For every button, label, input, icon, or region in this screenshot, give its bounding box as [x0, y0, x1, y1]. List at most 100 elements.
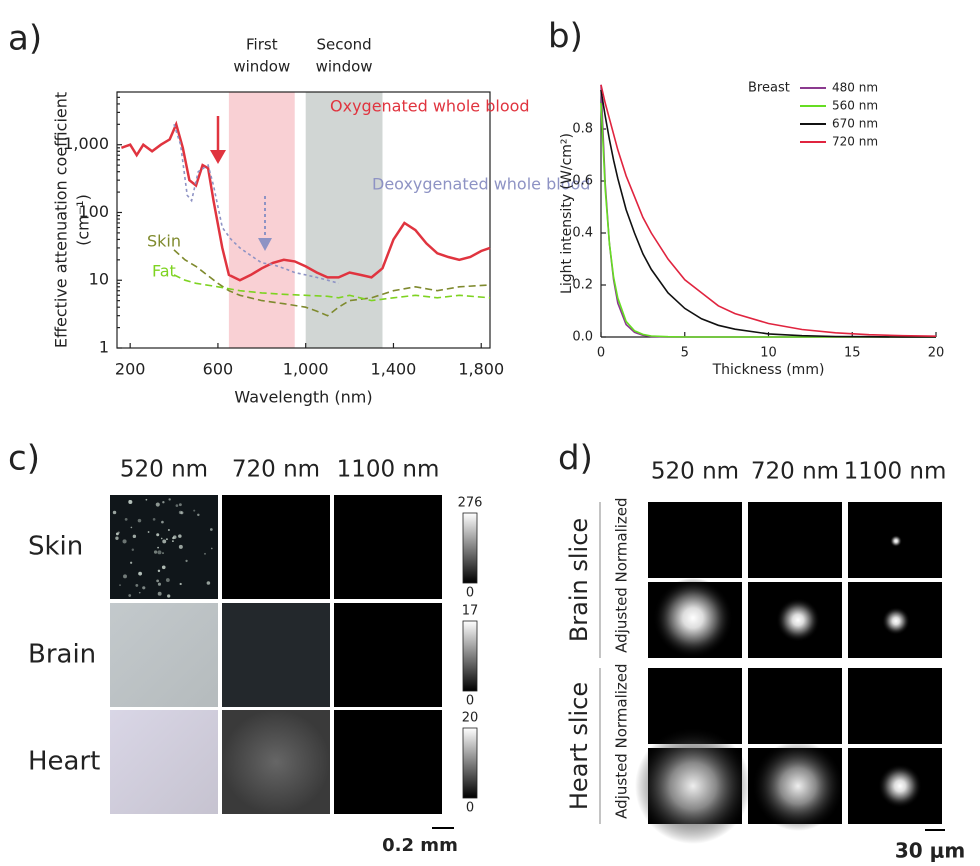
- y-tick-label: 1,000: [63, 134, 109, 153]
- series-line: [600, 84, 937, 337]
- speckle: [179, 582, 182, 586]
- speckle: [152, 518, 156, 521]
- speckle: [138, 571, 143, 576]
- column-header: 520 nm: [120, 457, 208, 483]
- series-line: [173, 274, 491, 302]
- scale-label: 30 μm: [895, 839, 965, 863]
- row-label: Skin: [28, 532, 83, 562]
- speckle: [175, 504, 179, 507]
- colorbar: [462, 620, 478, 692]
- group-label: Heart slice: [565, 682, 593, 810]
- signal-spot: [635, 728, 751, 844]
- row-label: Normalized: [613, 497, 631, 582]
- series-label: Oxygenated whole blood: [330, 97, 530, 116]
- y-tick-label: 0.4: [572, 226, 593, 241]
- series-line: [600, 84, 936, 338]
- signal-spot: [890, 535, 902, 547]
- column-header: 1100 nm: [844, 459, 947, 485]
- y-axis-title: Effective attenuation coefficient: [52, 92, 71, 348]
- speckle: [115, 532, 119, 536]
- series-label: Deoxygenated whole blood: [372, 175, 590, 194]
- arrow-head: [258, 238, 272, 251]
- colorbar-min: 0: [466, 586, 474, 601]
- image-tile: [334, 495, 442, 599]
- speckle: [204, 552, 206, 555]
- plot-frame: [116, 91, 491, 349]
- signal-spot: [776, 598, 820, 642]
- speckle: [209, 528, 213, 531]
- y-tick-label: 10: [89, 270, 109, 289]
- y-tick-label: 100: [78, 202, 109, 221]
- column-header: 720 nm: [232, 457, 320, 483]
- speckle: [156, 533, 160, 537]
- row-label: Heart: [28, 747, 100, 777]
- speckle: [180, 511, 184, 515]
- series-line: [173, 124, 339, 285]
- panel-label: a): [8, 19, 42, 59]
- band-label: window: [316, 58, 373, 76]
- colorbar: [462, 727, 478, 799]
- series-label: Skin: [147, 232, 181, 251]
- speckle: [156, 579, 160, 583]
- speckle: [160, 537, 163, 540]
- window-band: [305, 92, 383, 348]
- speckle: [178, 510, 183, 515]
- series-line: [120, 120, 491, 282]
- speckle: [197, 513, 200, 517]
- colorbar-min: 0: [466, 694, 474, 709]
- image-tile: [222, 710, 330, 814]
- scale-label: 0.2 mm: [382, 835, 458, 856]
- speckle: [130, 561, 133, 564]
- x-axis-title: Thickness (mm): [712, 362, 825, 378]
- signal-spot: [878, 764, 922, 808]
- image-tile: [848, 668, 942, 744]
- speckle: [132, 534, 137, 539]
- speckle: [128, 499, 131, 502]
- series-line: [600, 102, 936, 338]
- speckle: [155, 502, 160, 507]
- speckle: [137, 518, 142, 523]
- speckle: [157, 550, 162, 555]
- image-tile: [222, 603, 330, 707]
- speckle: [167, 594, 171, 598]
- speckle: [210, 547, 213, 550]
- colorbar-max: 276: [458, 496, 483, 511]
- x-tick-label: 20: [928, 346, 945, 361]
- colorbar: [462, 512, 478, 584]
- speckle: [193, 509, 196, 512]
- column-header: 520 nm: [651, 459, 739, 485]
- image-tile: [110, 603, 218, 707]
- band-label: First: [246, 36, 278, 54]
- row-label: Adjusted: [613, 753, 631, 819]
- row-label: Brain: [28, 640, 96, 670]
- speckle: [161, 520, 164, 524]
- speckle: [162, 501, 165, 504]
- speckle: [168, 498, 171, 501]
- speckle: [178, 544, 183, 549]
- speckle: [124, 518, 128, 521]
- speckle: [131, 548, 135, 551]
- speckle: [122, 539, 127, 544]
- y-tick-label: 1: [99, 338, 109, 357]
- speckle: [128, 594, 132, 597]
- image-tile: [334, 603, 442, 707]
- speckle: [165, 538, 168, 541]
- speckle: [112, 510, 117, 515]
- speckle: [178, 503, 182, 507]
- band-label: Second: [316, 36, 371, 54]
- speckle: [157, 591, 162, 596]
- image-tile: [748, 668, 842, 744]
- band-label: window: [233, 58, 290, 76]
- speckle: [157, 546, 159, 549]
- x-tick-label: 10: [760, 346, 777, 361]
- signal-spot: [653, 578, 733, 658]
- legend-title: Breast: [748, 81, 790, 96]
- column-header: 720 nm: [751, 459, 839, 485]
- speckle: [172, 540, 174, 543]
- legend-label: 720 nm: [832, 135, 878, 149]
- y-axis-title: (cm⁻¹): [74, 194, 93, 246]
- speckle: [185, 559, 188, 563]
- speckle: [162, 539, 167, 544]
- image-tile: [334, 710, 442, 814]
- y-axis-title: Light intensity (W/cm²): [559, 133, 575, 294]
